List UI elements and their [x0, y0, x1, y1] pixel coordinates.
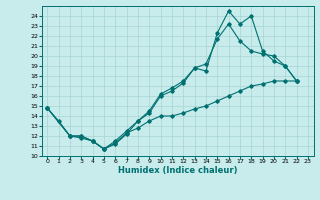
X-axis label: Humidex (Indice chaleur): Humidex (Indice chaleur) — [118, 166, 237, 175]
